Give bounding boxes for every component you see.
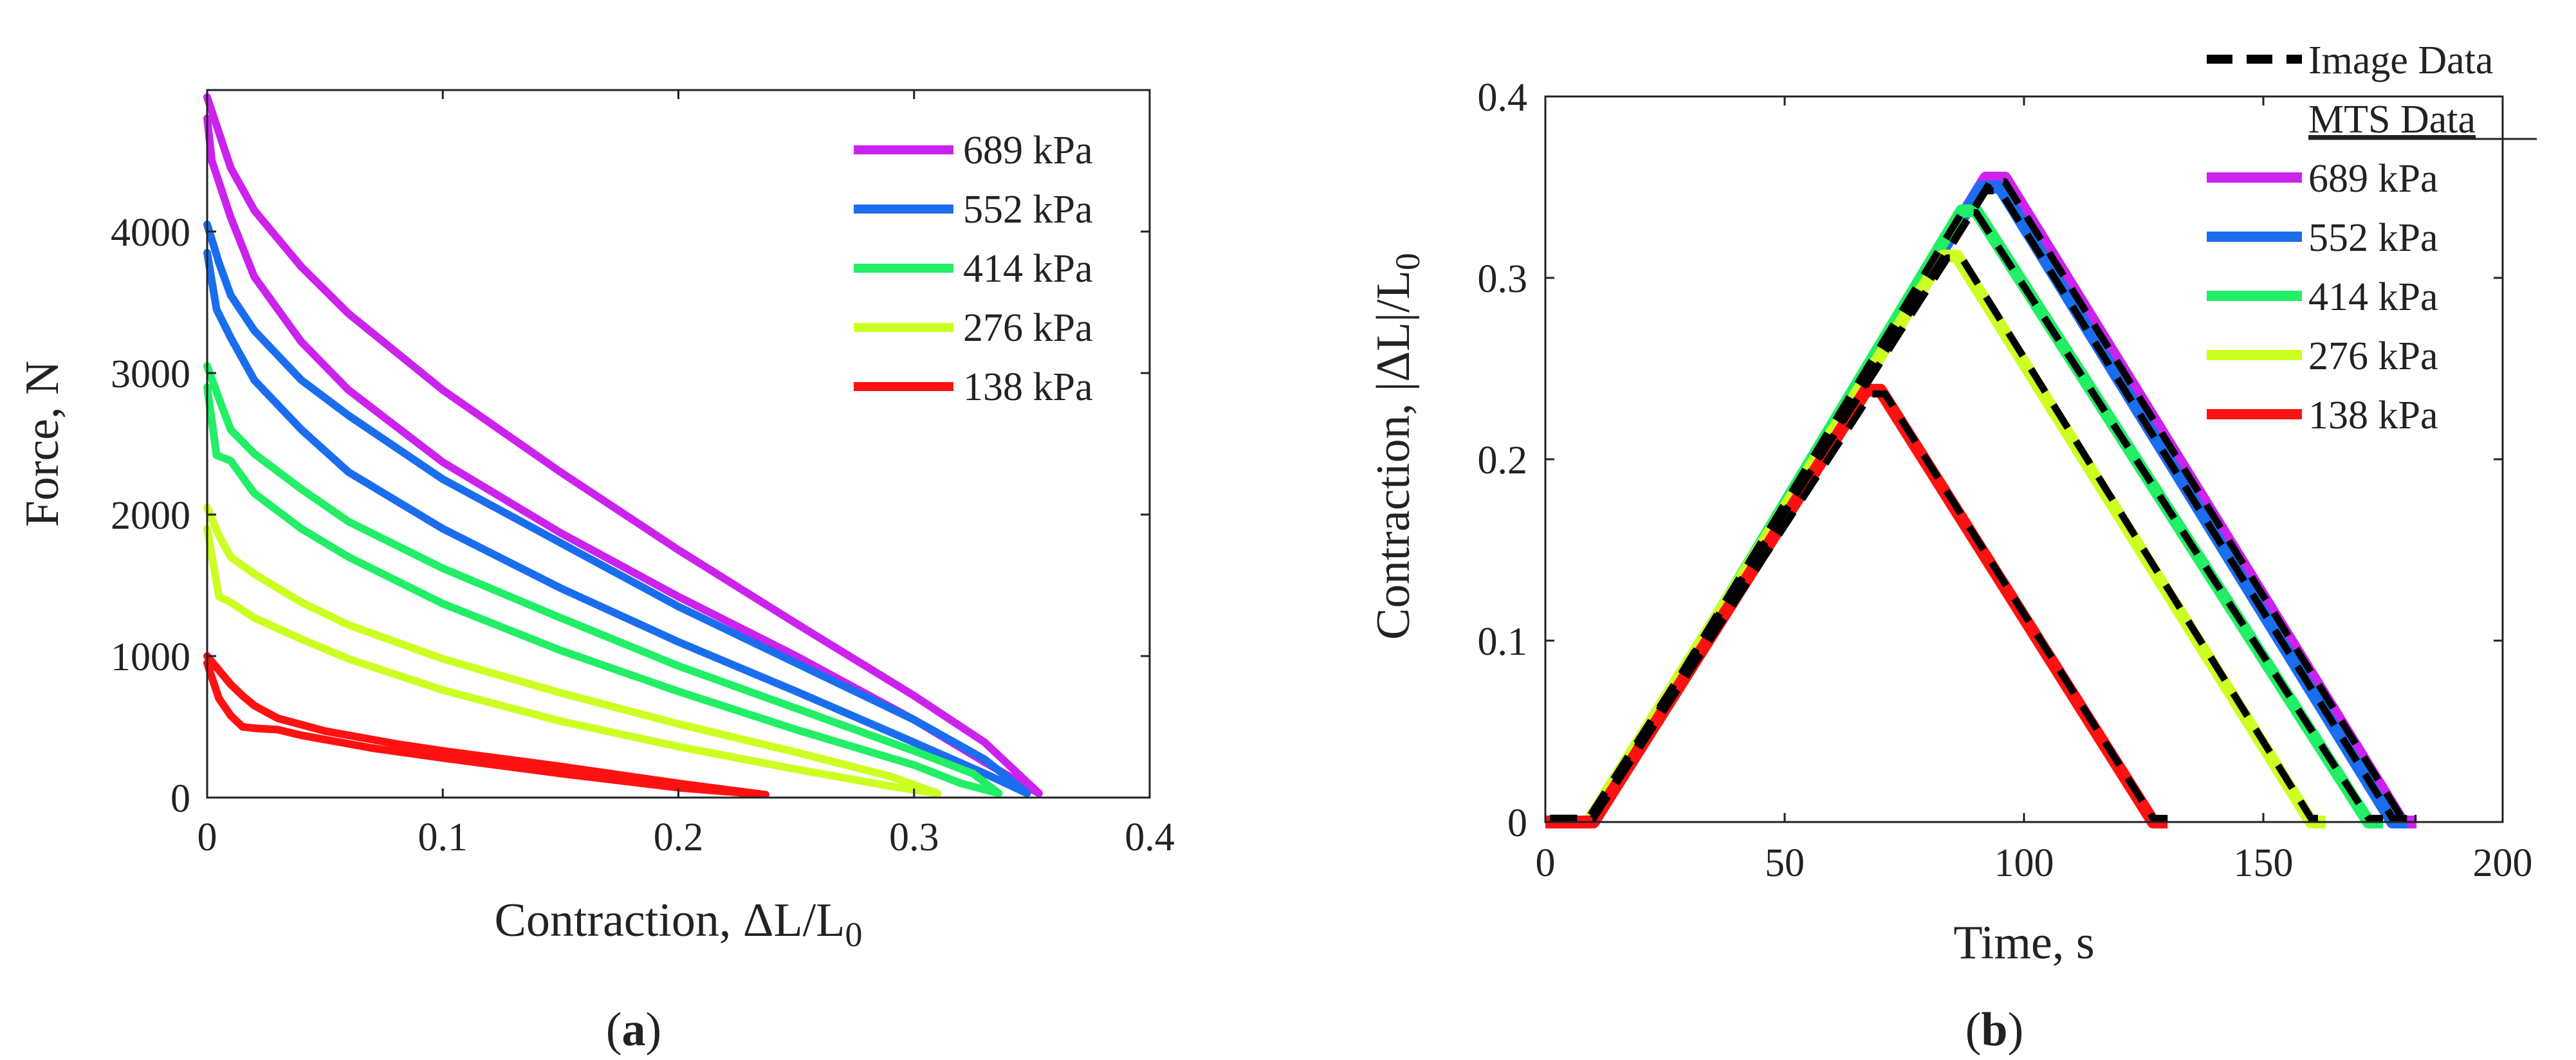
panel-b-series-group	[1545, 171, 2417, 828]
panel-b-y-axis-label: Contraction, |ΔL|/L0	[1367, 253, 1427, 640]
panel-b-legend-label-138-kpa: 138 kPa	[2308, 394, 2438, 437]
panel-b-chart: 0 50 100 150 200 0 0.1 0.2 0.3 0.4 Time, s Contr…	[1367, 39, 2537, 969]
panel-b-image-data-track-3	[1550, 209, 2383, 822]
panel-a-series-552-kpa	[203, 221, 1031, 798]
panel-b-legend-label-552-kpa: 552 kPa	[2308, 216, 2438, 260]
panel-b-series-276-kpa	[1545, 250, 2326, 828]
panel-b-legend-label-276-kpa: 276 kPa	[2308, 334, 2438, 378]
caption-b-letter: b	[1981, 1003, 2007, 1056]
panel-a-series-689-kpa	[203, 93, 1043, 798]
panel-b-y-tick-label: 0.2	[1478, 439, 1528, 482]
panel-b-legend-label-689-kpa: 689 kPa	[2308, 157, 2438, 201]
panel-b-x-tick-label: 0	[1536, 841, 1556, 885]
panel-a-series-414-kpa	[203, 362, 1003, 798]
panel-a-y-tick-label: 2000	[111, 494, 190, 538]
panel-b-legend-label-414-kpa: 414 kPa	[2308, 275, 2438, 319]
panel-b-y-axis-label-main: Contraction, |ΔL|/L	[1367, 270, 1420, 640]
panel-b-y-ticks: 0 0.1 0.2 0.3 0.4	[1478, 76, 2503, 845]
panel-a-y-tick-label: 3000	[111, 352, 190, 396]
panel-b-x-ticks: 0 50 100 150 200	[1536, 96, 2533, 885]
panel-a-x-tick-label: 0.3	[889, 816, 939, 859]
caption-b-close: )	[2008, 1003, 2024, 1056]
panel-a-legend-label-276-kpa: 276 kPa	[963, 306, 1093, 350]
panel-a-y-tick-label: 0	[170, 777, 190, 821]
panel-b-x-axis-label: Time, s	[1953, 917, 2094, 969]
panel-b-y-axis-label-subscript: 0	[1388, 253, 1427, 270]
panel-b-y-tick-label: 0.4	[1478, 76, 1528, 120]
caption-b-open: (	[1965, 1003, 1982, 1056]
panel-a-y-tick-label: 1000	[111, 635, 190, 679]
panel-a-y-tick-label: 4000	[111, 211, 190, 255]
caption-a: (a)	[606, 1003, 661, 1056]
panel-a-x-axis-label-subscript: 0	[845, 915, 862, 954]
panel-a-x-tick-label: 0.4	[1125, 816, 1175, 859]
panel-b-x-tick-label: 100	[1994, 841, 2054, 885]
panel-b-legend-label-image-data: Image Data	[2308, 39, 2493, 82]
panel-a-legend-label-414-kpa: 414 kPa	[963, 247, 1093, 291]
panel-b-legend-group-header: MTS Data	[2308, 98, 2476, 142]
panel-b-y-tick-label: 0	[1507, 801, 1527, 845]
caption-a-close: )	[646, 1003, 662, 1056]
panel-a-x-tick-label: 0.1	[418, 816, 468, 859]
panel-a-legend: 689 kPa 552 kPa 414 kPa 276 kPa 138 kPa	[854, 129, 1093, 409]
panel-b-image-data-track-5	[1550, 390, 2168, 822]
panel-b-series-689-kpa	[1545, 171, 2417, 828]
panel-b-x-tick-label: 50	[1765, 841, 1805, 885]
panel-b-y-tick-label: 0.3	[1478, 257, 1528, 301]
panel-a-y-axis-label: Force, N	[16, 361, 69, 527]
panel-b-y-tick-label: 0.1	[1478, 620, 1528, 664]
panel-a-legend-label-689-kpa: 689 kPa	[963, 129, 1093, 172]
panel-b-x-tick-label: 150	[2234, 841, 2294, 885]
panel-a-legend-label-138-kpa: 138 kPa	[963, 365, 1093, 409]
caption-b: (b)	[1965, 1003, 2023, 1056]
panel-a-chart: 0 0.1 0.2 0.3 0.4 0 1000 2000 3000 4000 Contract…	[16, 89, 1175, 954]
panel-b-image-data-group	[1550, 178, 2417, 822]
panel-a-series-138-kpa	[203, 652, 769, 799]
panel-a-y-ticks: 0 1000 2000 3000 4000	[111, 211, 1150, 821]
panel-a-series-group	[203, 93, 1043, 799]
panel-a-x-axis-label-main: Contraction, ΔL/L	[495, 894, 845, 947]
panel-b-legend: Image Data MTS Data 689 kPa 552 kPa 414 kPa 2…	[2207, 39, 2537, 437]
panel-b-image-data-track-1	[1550, 178, 2417, 822]
panel-b-image-data-track-2	[1550, 187, 2407, 822]
panel-a-x-tick-label: 0.2	[654, 816, 704, 859]
panel-a-series-276-kpa	[203, 504, 942, 798]
panel-a-x-axis-label: Contraction, ΔL/L0	[495, 894, 863, 954]
panel-b-x-tick-label: 200	[2473, 841, 2533, 885]
panel-b-image-data-track-4	[1550, 254, 2326, 822]
panel-a-legend-label-552-kpa: 552 kPa	[963, 188, 1093, 232]
caption-a-open: (	[606, 1003, 622, 1056]
caption-a-letter: a	[622, 1003, 646, 1056]
panel-a-x-ticks: 0 0.1 0.2 0.3 0.4	[198, 90, 1175, 859]
panel-a-x-tick-label: 0	[198, 816, 217, 859]
